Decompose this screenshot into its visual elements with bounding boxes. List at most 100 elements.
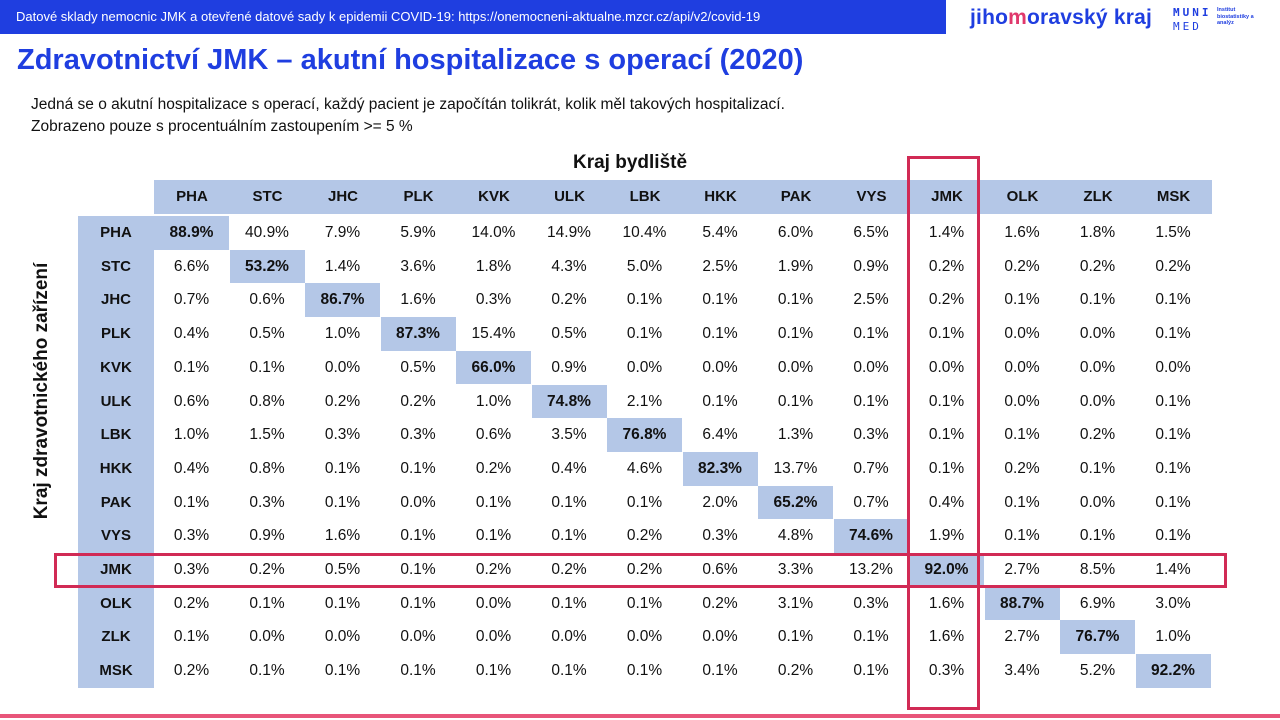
cell-kvk-zlk: 0.0%: [1079, 358, 1116, 376]
cell-olk-pha: 0.2%: [173, 594, 210, 612]
cell-ulk-pak: 0.1%: [777, 392, 814, 410]
cell-plk-kvk: 15.4%: [471, 325, 516, 343]
row-header-zlk: ZLK: [101, 628, 131, 646]
cell-jmk-vys: 13.2%: [849, 561, 893, 578]
cell-hkk-msk: 0.1%: [1155, 459, 1191, 477]
cell-olk-stc: 0.1%: [249, 594, 285, 612]
cell-zlk-ulk: 0.0%: [551, 628, 587, 646]
cell-hkk-jhc: 0.1%: [324, 459, 361, 477]
cell-kvk-jmk: 0.0%: [928, 358, 965, 376]
cell-jmk-olk: 2.7%: [1004, 561, 1040, 578]
cell-msk-plk: 0.1%: [400, 662, 436, 680]
column-header-vys: VYS: [833, 180, 910, 214]
row-header-msk: MSK: [99, 662, 133, 680]
cell-jhc-kvk: 0.3%: [475, 291, 512, 309]
column-header-stc: STC: [229, 180, 306, 214]
cell-vys-hkk: 0.3%: [702, 527, 738, 545]
cell-ulk-jhc: 0.2%: [324, 392, 361, 410]
cell-lbk-kvk: 0.6%: [475, 426, 512, 444]
cell-kvk-stc: 0.1%: [249, 358, 285, 376]
cell-ulk-lbk: 2.1%: [626, 392, 663, 410]
cell-stc-lbk: 5.0%: [626, 257, 663, 275]
cell-lbk-vys: 0.3%: [853, 426, 889, 444]
cell-lbk-plk: 0.3%: [400, 426, 436, 444]
cell-stc-jmk: 0.2%: [928, 257, 965, 275]
cell-msk-olk: 3.4%: [1004, 662, 1040, 680]
cell-stc-plk: 3.6%: [400, 257, 436, 275]
cell-olk-zlk: 6.9%: [1079, 594, 1116, 612]
cell-pak-jhc: 0.1%: [324, 493, 361, 511]
cell-stc-jhc: 1.4%: [324, 257, 361, 275]
cell-ulk-hkk: 0.1%: [702, 392, 738, 410]
cell-olk-jmk: 1.6%: [928, 594, 965, 612]
cell-zlk-kvk: 0.0%: [475, 628, 512, 646]
muni-med-logo: MUNI MED Institut biostatistiky a analýz: [1173, 6, 1254, 34]
cell-pak-pha: 0.1%: [173, 493, 210, 511]
cell-msk-ulk: 0.1%: [551, 662, 587, 680]
cell-olk-ulk: 0.1%: [551, 594, 587, 612]
cell-vys-kvk: 0.1%: [475, 527, 512, 545]
cell-pha-pak: 6.0%: [777, 224, 814, 241]
cell-jmk-jhc: 0.5%: [324, 561, 361, 578]
cell-ulk-olk: 0.0%: [1004, 392, 1040, 410]
cell-stc-vys: 0.9%: [853, 257, 889, 275]
column-header-jmk: JMK: [909, 180, 985, 214]
cell-vys-jhc: 1.6%: [324, 527, 361, 545]
subtitle-line-1: Jedná se o akutní hospitalizace s operac…: [31, 96, 785, 113]
column-header-pha: PHA: [154, 180, 230, 214]
cell-pha-zlk: 1.8%: [1079, 224, 1116, 241]
cell-msk-hkk: 0.1%: [702, 662, 738, 680]
column-header-plk: PLK: [380, 180, 457, 214]
cell-msk-lbk: 0.1%: [626, 662, 663, 680]
cell-msk-pha: 0.2%: [173, 662, 210, 680]
cell-msk-zlk: 5.2%: [1079, 662, 1116, 680]
cell-jmk-pak: 3.3%: [777, 561, 814, 578]
cell-ulk-jmk: 0.1%: [928, 392, 965, 410]
cell-ulk-ulk: 74.8%: [531, 384, 607, 419]
column-header-lbk: LBK: [607, 180, 683, 214]
cell-stc-olk: 0.2%: [1004, 257, 1040, 275]
cell-jmk-kvk: 0.2%: [475, 561, 512, 578]
row-header-lbk: LBK: [100, 426, 132, 444]
brand-suffix: oravský kraj: [1027, 6, 1152, 29]
cell-msk-msk: 92.2%: [1135, 654, 1211, 688]
logo-line-1: MUNI: [1173, 6, 1212, 19]
jmk-row-highlight: [54, 553, 1227, 588]
logo-line-2: MED: [1173, 20, 1202, 33]
brand-highlight: m: [1008, 6, 1027, 29]
row-header-pha: PHA: [100, 224, 132, 241]
cell-lbk-jhc: 0.3%: [324, 426, 361, 444]
cell-pak-ulk: 0.1%: [551, 493, 587, 511]
cell-jhc-jhc: 86.7%: [305, 283, 380, 318]
page-title: Zdravotnictví JMK – akutní hospitalizace…: [17, 44, 804, 76]
cell-kvk-pha: 0.1%: [173, 358, 210, 376]
cell-olk-pak: 3.1%: [777, 594, 814, 612]
cell-jmk-msk: 1.4%: [1155, 561, 1191, 578]
cell-vys-vys: 74.6%: [833, 519, 909, 553]
cell-vys-zlk: 0.1%: [1079, 527, 1116, 545]
row-header-pak: PAK: [100, 493, 132, 511]
cell-plk-plk: 87.3%: [380, 317, 456, 351]
cell-kvk-msk: 0.0%: [1155, 358, 1191, 376]
cell-hkk-lbk: 4.6%: [626, 459, 663, 477]
cell-zlk-plk: 0.0%: [400, 628, 436, 646]
cell-pha-lbk: 10.4%: [622, 224, 667, 241]
cell-plk-zlk: 0.0%: [1079, 325, 1116, 343]
cell-stc-stc: 53.2%: [229, 249, 305, 284]
cell-plk-vys: 0.1%: [853, 325, 889, 343]
cell-msk-pak: 0.2%: [777, 662, 814, 680]
cell-kvk-lbk: 0.0%: [626, 358, 663, 376]
cell-jhc-vys: 2.5%: [853, 291, 889, 309]
cell-plk-olk: 0.0%: [1004, 325, 1040, 343]
cell-olk-kvk: 0.0%: [475, 594, 512, 612]
cell-hkk-plk: 0.1%: [400, 459, 436, 477]
row-header-olk: OLK: [100, 594, 132, 612]
jmk-column-highlight: [907, 156, 980, 710]
cell-pha-plk: 5.9%: [400, 224, 436, 241]
cell-ulk-stc: 0.8%: [249, 392, 285, 410]
cell-plk-jmk: 0.1%: [928, 325, 965, 343]
cell-plk-lbk: 0.1%: [626, 325, 663, 343]
cell-hkk-olk: 0.2%: [1004, 459, 1040, 477]
cell-hkk-pha: 0.4%: [173, 459, 210, 477]
row-header-jmk: JMK: [100, 561, 132, 578]
